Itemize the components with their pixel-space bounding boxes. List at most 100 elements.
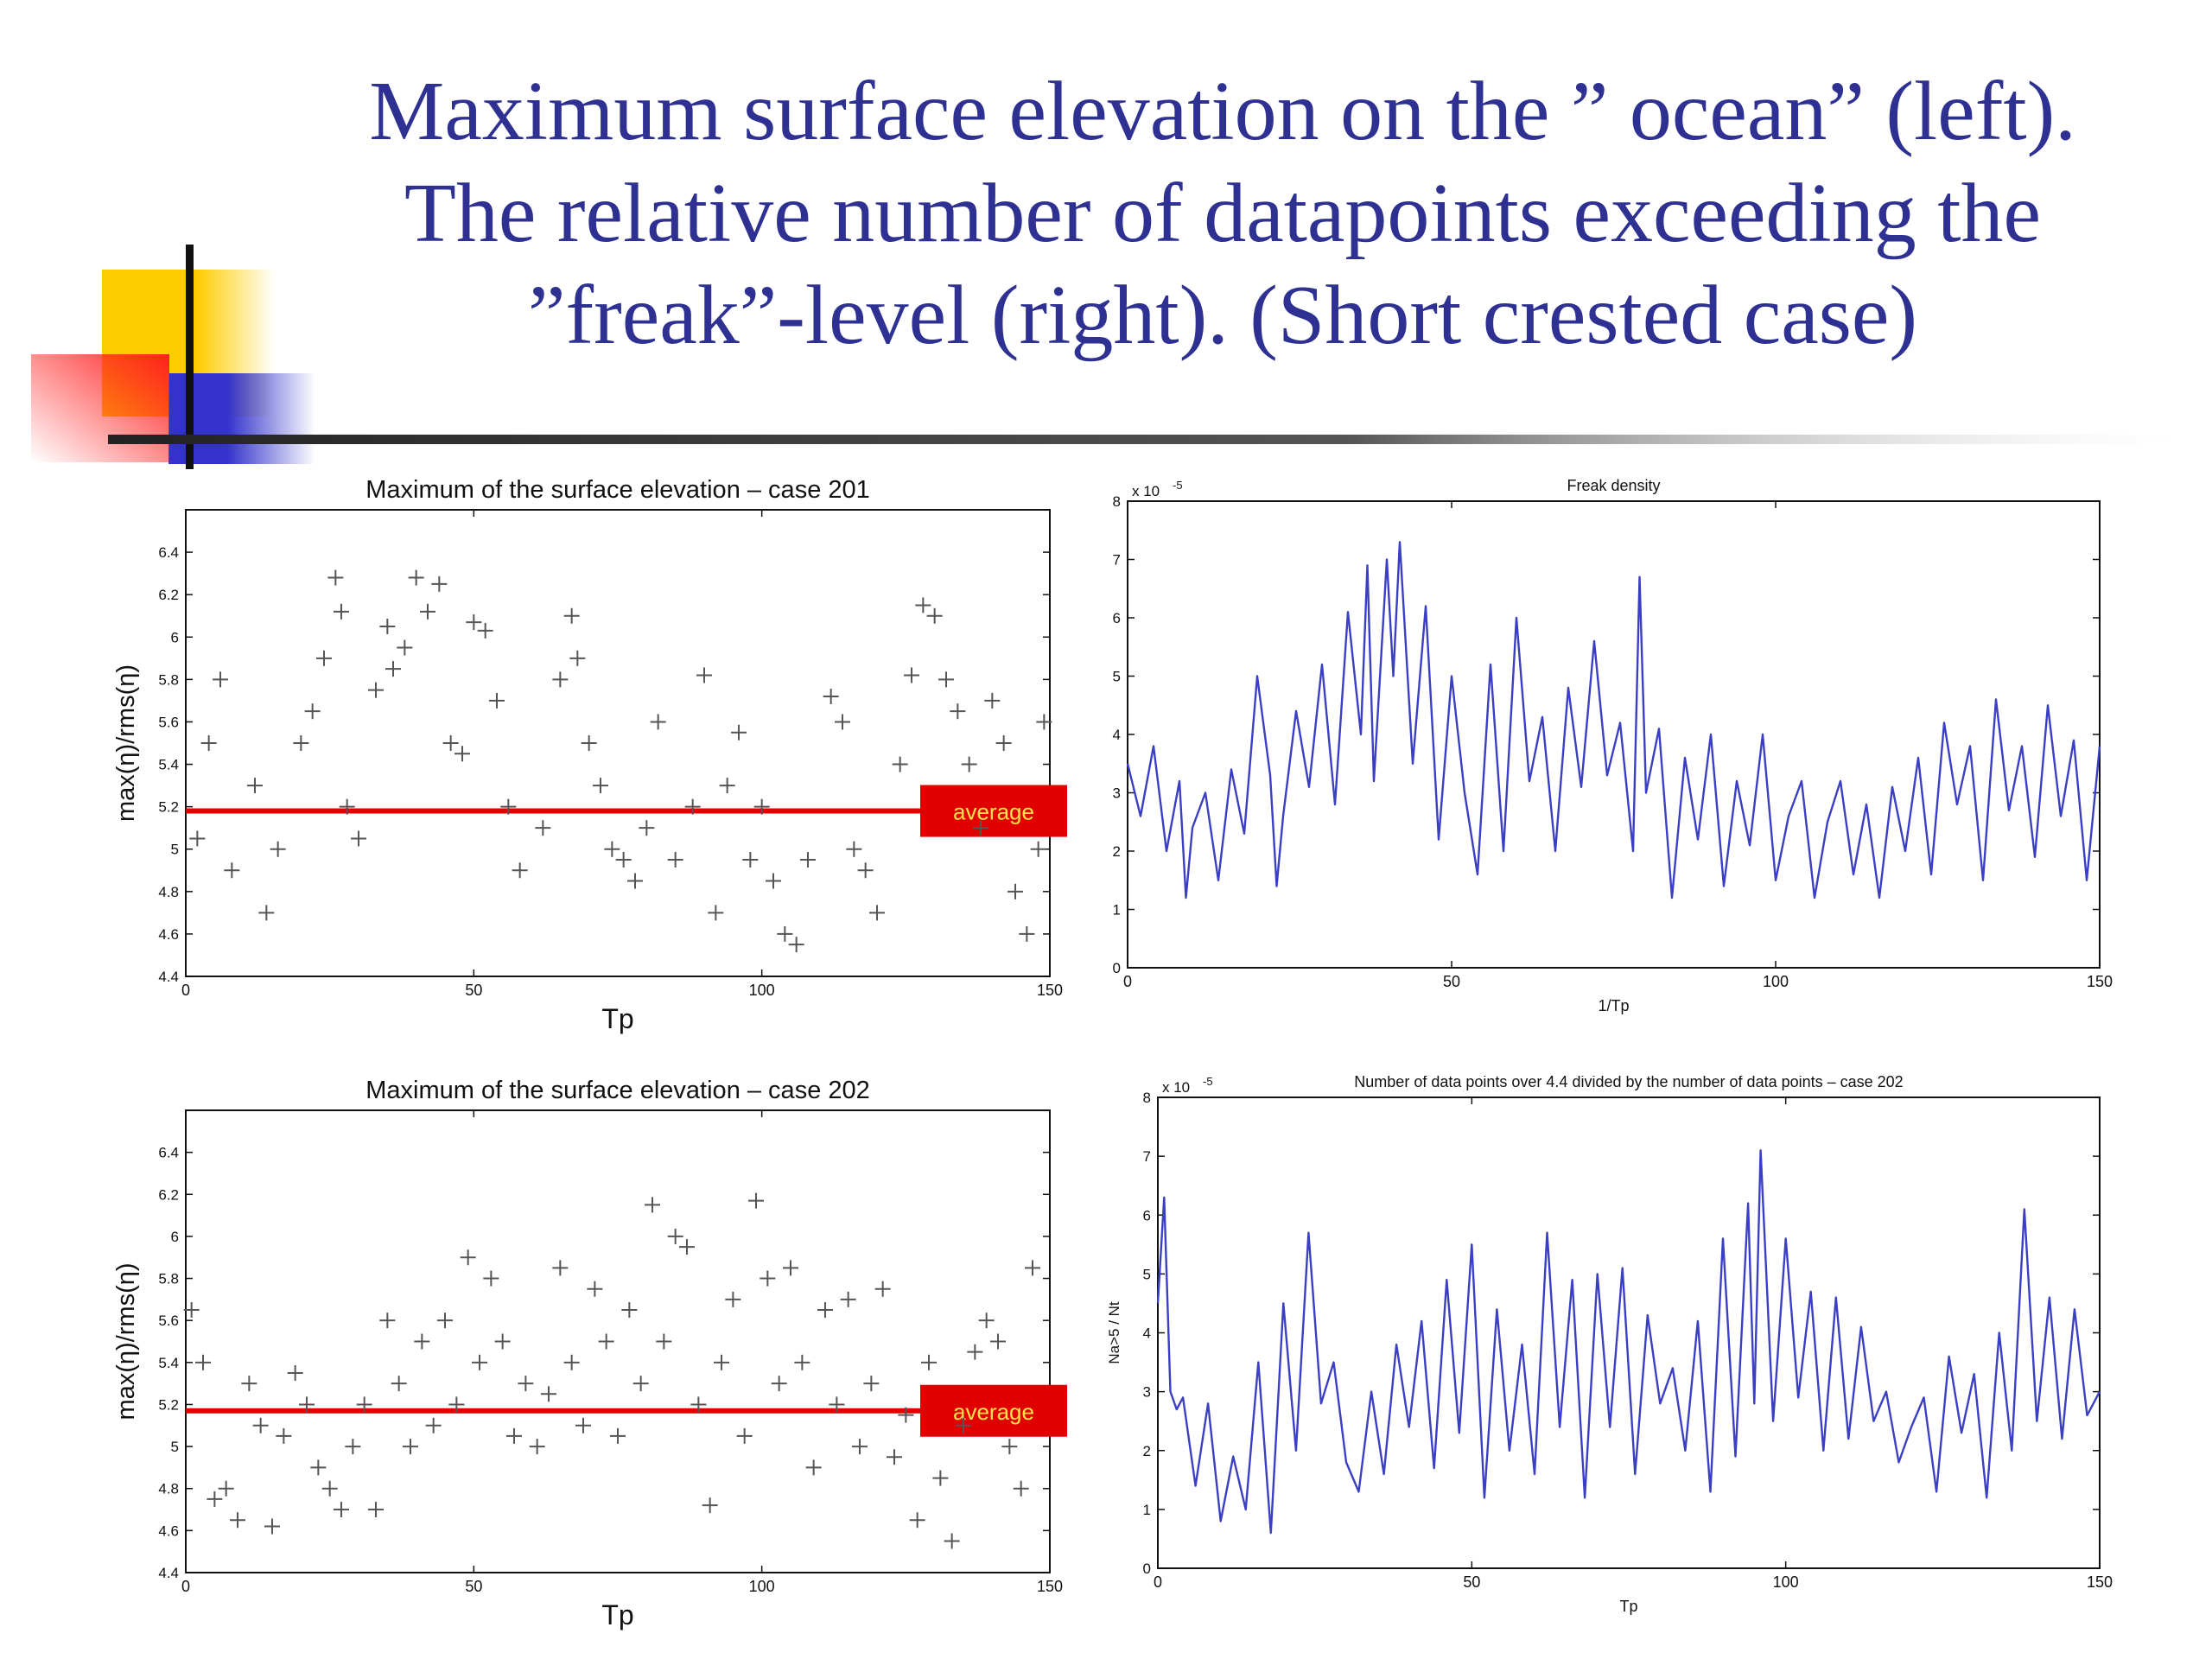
scatter-point xyxy=(973,820,988,836)
x-tick-label: 50 xyxy=(1443,973,1460,990)
y-tick-label: 5.2 xyxy=(158,799,179,816)
x-tick-label: 0 xyxy=(1154,1573,1162,1591)
scatter-point xyxy=(276,1427,292,1444)
scatter-point xyxy=(621,1302,638,1319)
scatter-point xyxy=(794,1354,810,1370)
x-axis-label: 1/Tp xyxy=(1598,997,1629,1014)
scatter-point xyxy=(345,1439,361,1455)
scatter-point xyxy=(777,925,793,942)
scatter-point xyxy=(189,830,206,847)
y-tick-label: 4.6 xyxy=(158,926,179,943)
scatter-point xyxy=(1036,714,1052,730)
x-axis-label: Tp xyxy=(601,1003,633,1034)
scatter-point xyxy=(379,619,396,634)
scatter-point xyxy=(518,1376,534,1392)
y-tick-label: 5.4 xyxy=(158,1355,179,1371)
scatter-point xyxy=(304,703,321,720)
y-tick-label: 0 xyxy=(1113,960,1121,976)
scatter-point xyxy=(477,622,493,639)
y-tick-label: 5.4 xyxy=(158,757,179,773)
y-tick-label: 5.6 xyxy=(158,714,179,730)
scatter-point xyxy=(800,852,816,868)
average-badge xyxy=(920,785,1067,837)
scatter-point xyxy=(472,1354,487,1370)
scatter-point xyxy=(512,862,528,879)
y-tick-label: 2 xyxy=(1113,843,1121,860)
scatter-point xyxy=(921,1354,937,1370)
scatter-point xyxy=(200,735,217,751)
scatter-point xyxy=(904,667,919,683)
x-tick-label: 100 xyxy=(749,1578,775,1595)
scatter-point xyxy=(483,1270,499,1287)
average-label: average xyxy=(953,1399,1034,1425)
scatter-point xyxy=(224,862,240,879)
scatter-point xyxy=(753,798,770,815)
x-tick-label: 50 xyxy=(465,982,482,999)
x-tick-label: 50 xyxy=(465,1578,482,1595)
scatter-point xyxy=(334,603,349,620)
slide-decoration xyxy=(31,245,2177,469)
scatter-point xyxy=(995,735,1012,751)
title-line: The relative number of datapoints exceed… xyxy=(404,167,2041,260)
scatter-point xyxy=(506,1427,522,1444)
average-badge xyxy=(920,1384,1067,1437)
scatter-point xyxy=(650,714,666,730)
scatter-point xyxy=(857,862,874,879)
scatter-point xyxy=(656,1333,672,1350)
scatter-point xyxy=(956,1417,971,1433)
scatter-point xyxy=(183,1302,200,1319)
scatter-point xyxy=(397,639,413,656)
scatter-point xyxy=(898,1407,914,1423)
scatter-point xyxy=(327,569,344,586)
scatter-point xyxy=(944,1533,960,1549)
scatter-point xyxy=(195,1354,211,1370)
scatter-point xyxy=(615,852,632,868)
red-square xyxy=(31,354,169,462)
y-tick-label: 8 xyxy=(1113,493,1121,510)
scatter-point xyxy=(321,1480,338,1497)
scatter-point xyxy=(1001,1439,1018,1455)
scatter-point xyxy=(425,1417,442,1433)
scatter-point xyxy=(408,569,424,586)
scatter-point xyxy=(494,1333,511,1350)
scatter-point xyxy=(823,689,839,704)
scatter-point xyxy=(869,905,885,921)
scatter-point xyxy=(1030,841,1046,857)
scatter-point xyxy=(874,1281,891,1297)
scatter-point xyxy=(1025,1260,1040,1276)
scatter-point xyxy=(541,1386,556,1402)
y-tick-label: 4.8 xyxy=(158,884,179,900)
scatter-point xyxy=(1019,925,1035,942)
scatter-point xyxy=(679,1239,695,1255)
x-tick-label: 150 xyxy=(1037,1578,1063,1595)
scatter-point xyxy=(639,820,655,836)
scatter-point xyxy=(529,1439,545,1455)
y-tick-label: 6.2 xyxy=(158,587,179,603)
y-tick-label: 1 xyxy=(1143,1502,1151,1518)
scatter-point xyxy=(604,841,620,857)
x-axis-label: Tp xyxy=(601,1599,633,1630)
scatter-point xyxy=(391,1376,407,1392)
x-tick-label: 0 xyxy=(1123,973,1132,990)
y-tick-label: 6.2 xyxy=(158,1186,179,1203)
y-tick-label: 5 xyxy=(1143,1266,1151,1282)
scatter-point xyxy=(892,756,908,772)
y-tick-label: 7 xyxy=(1143,1148,1151,1165)
y-axis-label: Na>5 / Nt xyxy=(1106,1301,1122,1364)
x-tick-label: 150 xyxy=(2087,1573,2113,1591)
scatter-point xyxy=(817,1302,833,1319)
scatter-point xyxy=(466,614,482,631)
chart-title: Number of data points over 4.4 divided b… xyxy=(1354,1076,1903,1090)
scatter-point xyxy=(270,841,286,857)
scatter-point xyxy=(598,1333,614,1350)
plot-frame xyxy=(185,509,1051,977)
scatter-point xyxy=(978,1313,995,1329)
scatter-point xyxy=(829,1396,845,1413)
x-tick-label: 50 xyxy=(1463,1573,1480,1591)
scatter-point xyxy=(316,650,332,666)
y-tick-label: 2 xyxy=(1143,1443,1151,1459)
scatter-point xyxy=(783,1260,798,1276)
scatter-point xyxy=(835,714,850,730)
scatter-point xyxy=(742,852,759,868)
scatter-point xyxy=(414,1333,430,1350)
